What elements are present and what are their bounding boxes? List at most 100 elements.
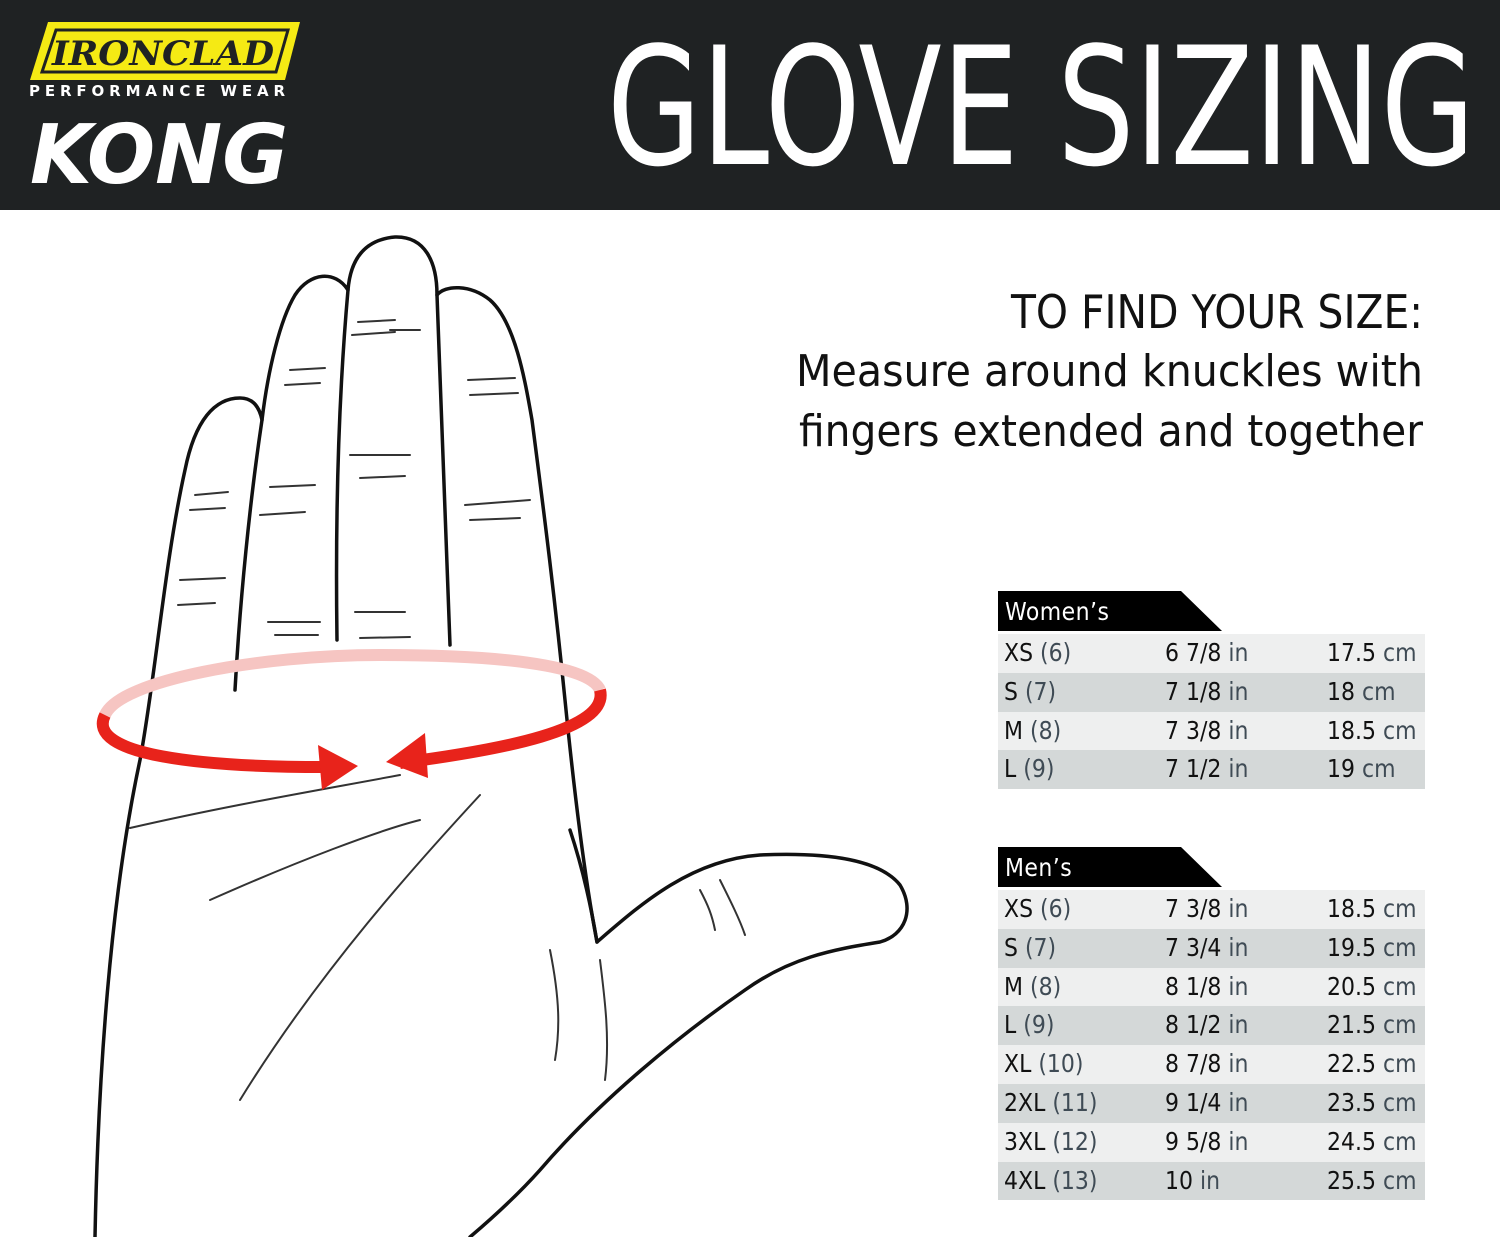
- cell-text: 9 5/8: [1165, 1126, 1222, 1156]
- cell-text: (6): [1040, 638, 1072, 667]
- logo-wordmark: IRONCLAD: [51, 34, 275, 74]
- cell-text: cm: [1361, 676, 1396, 706]
- cell-text: S: [1004, 676, 1018, 706]
- size-row: 2XL (11) 9 1/4 in 23.5 cm: [998, 1083, 1425, 1123]
- cell-text: cm: [1382, 1165, 1417, 1195]
- size-label: XL (10): [1004, 1049, 1084, 1078]
- cell-text: cm: [1382, 1087, 1417, 1117]
- size-label: XS (6): [1004, 894, 1071, 923]
- arrow-left-icon: [386, 733, 428, 778]
- cell-text: 8 1/2: [1165, 1010, 1222, 1040]
- size-row: M (8) 7 3/8 in 18.5 cm: [998, 711, 1425, 751]
- size-inches: 7 3/4 in: [1165, 933, 1248, 962]
- size-row: XS (6) 6 7/8 in 17.5 cm: [998, 634, 1425, 673]
- product-name: KONG: [30, 108, 288, 203]
- cell-text: XL: [1004, 1049, 1032, 1079]
- cell-text: (13): [1052, 1165, 1098, 1195]
- size-cm: 20.5 cm: [1327, 972, 1417, 1001]
- size-label: M (8): [1004, 716, 1061, 745]
- size-label: M (8): [1004, 972, 1061, 1001]
- size-inches: 8 1/2 in: [1165, 1010, 1248, 1039]
- size-inches: 7 3/8 in: [1165, 716, 1248, 745]
- cell-text: (6): [1040, 894, 1072, 923]
- size-label: 3XL (12): [1004, 1127, 1098, 1156]
- size-inches: 7 1/8 in: [1165, 677, 1248, 706]
- size-cm: 21.5 cm: [1327, 1010, 1417, 1039]
- cell-text: 3XL: [1004, 1126, 1046, 1156]
- size-row: 4XL (13) 10 in 25.5 cm: [998, 1161, 1425, 1201]
- cell-text: (12): [1052, 1126, 1098, 1156]
- page-title: GLOVE SIZING: [607, 30, 1475, 180]
- cell-text: in: [1228, 1049, 1249, 1079]
- cell-text: 7 1/2: [1165, 754, 1222, 784]
- instructions: TO FIND YOUR SIZE: Measure around knuckl…: [796, 285, 1424, 457]
- size-label: XS (6): [1004, 638, 1071, 667]
- cell-text: (8): [1029, 715, 1062, 745]
- cell-text: 6 7/8: [1165, 638, 1222, 667]
- cell-text: 2XL: [1004, 1087, 1046, 1117]
- cell-text: L: [1004, 1010, 1017, 1040]
- cell-text: 8 7/8: [1165, 1049, 1222, 1079]
- size-row: M (8) 8 1/8 in 20.5 cm: [998, 967, 1425, 1007]
- size-cm: 18.5 cm: [1327, 716, 1417, 745]
- cell-text: 23.5: [1327, 1087, 1376, 1117]
- cell-text: cm: [1382, 1126, 1417, 1156]
- cell-text: in: [1228, 894, 1249, 923]
- cell-text: in: [1228, 1010, 1249, 1040]
- cell-text: XS: [1004, 894, 1034, 923]
- cell-text: in: [1228, 715, 1249, 745]
- cell-text: 19: [1327, 754, 1355, 784]
- size-cm: 18.5 cm: [1327, 894, 1417, 923]
- cell-text: (7): [1024, 932, 1057, 962]
- size-cm: 17.5 cm: [1327, 638, 1417, 667]
- size-row: L (9) 7 1/2 in 19 cm: [998, 750, 1425, 790]
- cell-text: 4XL: [1004, 1165, 1046, 1195]
- cell-text: in: [1228, 676, 1249, 706]
- logo-tagline: PERFORMANCE WEAR: [29, 82, 285, 100]
- size-cm: 23.5 cm: [1327, 1088, 1417, 1117]
- cell-text: (8): [1029, 971, 1062, 1001]
- size-row: S (7) 7 1/8 in 18 cm: [998, 672, 1425, 712]
- cell-text: (10): [1038, 1049, 1084, 1079]
- cell-text: 9 1/4: [1165, 1087, 1222, 1117]
- cell-text: cm: [1382, 894, 1417, 923]
- instructions-heading: TO FIND YOUR SIZE:: [1010, 285, 1423, 339]
- cell-text: in: [1228, 754, 1249, 784]
- size-inches: 8 7/8 in: [1165, 1049, 1248, 1078]
- cell-text: in: [1228, 971, 1249, 1001]
- cell-text: 20.5: [1327, 971, 1376, 1001]
- size-row: XS (6) 7 3/8 in 18.5 cm: [998, 890, 1425, 929]
- cell-text: XS: [1004, 638, 1034, 667]
- cell-text: 19.5: [1327, 932, 1376, 962]
- cell-text: 18.5: [1327, 894, 1376, 923]
- size-inches: 9 5/8 in: [1165, 1127, 1248, 1156]
- size-label: S (7): [1004, 677, 1056, 706]
- size-label: S (7): [1004, 933, 1056, 962]
- cell-text: (11): [1052, 1087, 1098, 1117]
- cell-text: 10: [1165, 1165, 1193, 1195]
- womens-table-header: Women’s: [998, 591, 1223, 631]
- cell-text: cm: [1382, 638, 1417, 667]
- instructions-line-2: fingers extended and together: [799, 406, 1424, 457]
- measure-ring-front-right: [399, 688, 607, 769]
- size-label: L (9): [1004, 754, 1054, 783]
- cell-text: 21.5: [1327, 1010, 1376, 1040]
- size-cm: 18 cm: [1327, 677, 1396, 706]
- arrow-right-icon: [318, 745, 358, 790]
- cell-text: 18: [1327, 676, 1355, 706]
- cell-text: 22.5: [1327, 1049, 1376, 1079]
- measure-ring-front-left: [96, 712, 341, 774]
- mens-label: Men’s: [1005, 853, 1073, 882]
- size-inches: 10 in: [1165, 1166, 1220, 1195]
- cell-text: (7): [1024, 676, 1057, 706]
- size-cm: 24.5 cm: [1327, 1127, 1417, 1156]
- cell-text: M: [1004, 971, 1023, 1001]
- size-cm: 19 cm: [1327, 754, 1396, 783]
- cell-text: cm: [1361, 754, 1396, 784]
- size-cm: 25.5 cm: [1327, 1166, 1417, 1195]
- size-row: 3XL (12) 9 5/8 in 24.5 cm: [998, 1122, 1425, 1162]
- cell-text: in: [1228, 1087, 1249, 1117]
- cell-text: cm: [1382, 1010, 1417, 1040]
- instructions-line-1: Measure around knuckles with: [796, 346, 1423, 397]
- cell-text: 25.5: [1327, 1165, 1376, 1195]
